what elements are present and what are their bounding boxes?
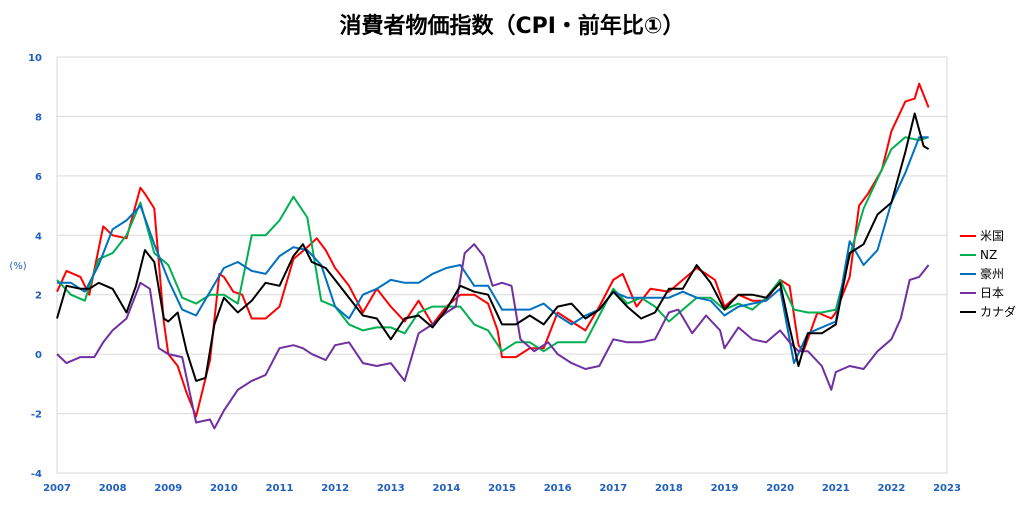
x-tick-label: 2009 bbox=[154, 483, 182, 494]
x-tick-label: 2015 bbox=[488, 483, 516, 494]
x-tick-label: 2017 bbox=[599, 483, 627, 494]
legend-label: カナダ bbox=[980, 304, 1016, 319]
x-tick-label: 2007 bbox=[43, 483, 71, 494]
x-tick-label: 2018 bbox=[655, 483, 683, 494]
chart-title: 消費者物価指数（CPI・前年比①） bbox=[339, 13, 684, 39]
legend-label: NZ bbox=[980, 248, 997, 262]
legend-label: 豪州 bbox=[980, 266, 1004, 281]
legend-label: 日本 bbox=[980, 286, 1004, 300]
y-tick-label: 8 bbox=[35, 112, 42, 123]
x-tick-label: 2011 bbox=[266, 483, 294, 494]
x-tick-label: 2010 bbox=[210, 483, 238, 494]
series-lines bbox=[56, 82, 930, 430]
series-line-1 bbox=[56, 82, 930, 418]
x-tick-label: 2019 bbox=[711, 483, 739, 494]
y-tick-label: 4 bbox=[35, 231, 42, 242]
series-line-2 bbox=[56, 136, 929, 353]
x-tick-label: 2013 bbox=[377, 483, 405, 494]
series-line-3 bbox=[57, 136, 929, 365]
y-tick-label: 10 bbox=[28, 53, 42, 64]
x-tick-label: 2021 bbox=[822, 483, 850, 494]
series-line-5 bbox=[56, 112, 930, 382]
y-axis-label: (%) bbox=[9, 261, 26, 272]
y-tick-label: 2 bbox=[35, 291, 42, 302]
y-tick-label: -4 bbox=[31, 469, 42, 480]
x-tick-label: 2008 bbox=[99, 483, 127, 494]
x-tick-label: 2014 bbox=[432, 483, 460, 494]
y-tick-label: -2 bbox=[31, 410, 42, 421]
x-tick-label: 2023 bbox=[933, 483, 961, 494]
x-tick-label: 2016 bbox=[544, 483, 572, 494]
x-axis-ticks: 2007 2008 2009 2010 2011 2012 2013 2014 2015 2016… bbox=[43, 483, 961, 494]
legend-label: 米国 bbox=[980, 229, 1004, 243]
y-tick-label: 0 bbox=[35, 350, 42, 361]
series-line-4 bbox=[56, 243, 930, 430]
plot-area bbox=[56, 56, 948, 474]
y-axis-ticks: 10 8 6 4 2 0 -2 -4 bbox=[28, 53, 42, 480]
x-tick-label: 2022 bbox=[877, 483, 905, 494]
y-tick-label: 6 bbox=[35, 172, 42, 183]
x-tick-label: 2012 bbox=[321, 483, 349, 494]
x-tick-label: 2020 bbox=[766, 483, 794, 494]
